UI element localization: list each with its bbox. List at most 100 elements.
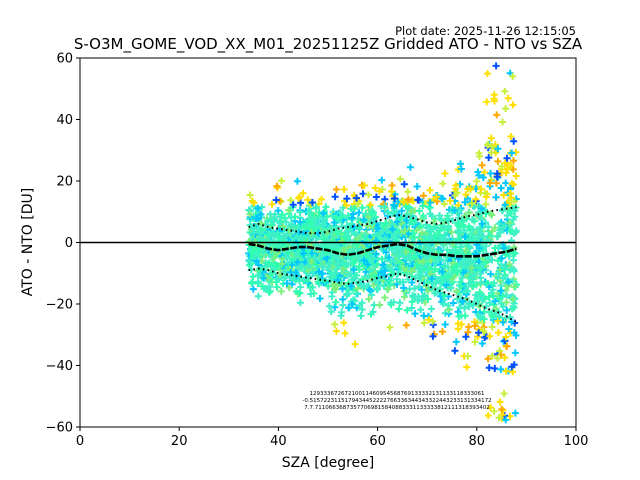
- scatter-point: [482, 200, 490, 208]
- scatter-point: [425, 224, 433, 232]
- scatter-point: [388, 182, 396, 189]
- scatter-point: [498, 293, 506, 301]
- scatter-point: [365, 191, 372, 199]
- chart-title: S-O3M_GOME_VOD_XX_M01_20251125Z Gridded …: [74, 35, 583, 54]
- scatter-point: [485, 154, 493, 162]
- scatter-point: [372, 250, 380, 258]
- scatter-point: [299, 189, 307, 197]
- scatter-point: [381, 234, 388, 242]
- scatter-point: [308, 219, 316, 227]
- x-tick-label: 20: [171, 434, 188, 449]
- scatter-point: [289, 201, 297, 209]
- scatter-point: [279, 222, 287, 230]
- mean-line: [248, 242, 517, 258]
- scatter-point: [478, 205, 486, 213]
- scatter-point: [314, 278, 322, 286]
- scatter-point: [374, 225, 381, 232]
- scatter-point: [272, 196, 280, 204]
- scatter-point: [373, 260, 381, 268]
- scatter-point: [324, 264, 332, 272]
- scatter-point: [475, 149, 483, 157]
- scatter-point: [387, 299, 395, 307]
- scatter-point: [352, 290, 360, 298]
- scatter-point: [402, 248, 410, 256]
- scatter-point: [432, 279, 440, 287]
- scatter-point: [441, 262, 449, 270]
- scatter-point: [489, 286, 497, 294]
- scatter-point: [300, 249, 308, 257]
- scatter-point: [340, 319, 348, 327]
- scatter-point: [395, 305, 403, 313]
- scatter-point: [396, 259, 404, 267]
- scatter-point: [463, 363, 471, 371]
- scatter-point: [471, 322, 479, 330]
- scatter-point: [247, 279, 255, 287]
- scatter-point: [457, 282, 465, 290]
- scatter-point: [428, 212, 436, 220]
- scatter-point: [291, 213, 299, 221]
- scatter-point: [370, 282, 378, 289]
- scatter-point: [382, 227, 390, 235]
- scatter-point: [471, 338, 479, 346]
- scatter-point: [263, 285, 270, 293]
- scatter-point: [499, 206, 507, 214]
- scatter-point: [340, 259, 347, 267]
- scatter-point: [503, 342, 511, 350]
- scatter-point: [265, 259, 273, 267]
- scatter-point: [468, 216, 476, 224]
- scatter-point: [318, 195, 325, 203]
- scatter-point: [467, 273, 475, 281]
- scatter-point: [494, 354, 502, 362]
- scatter-point: [428, 284, 436, 292]
- scatter-point: [388, 271, 396, 279]
- scatter-point: [482, 219, 489, 227]
- scatter-point: [420, 319, 428, 327]
- scatter-point: [477, 185, 485, 193]
- scatter-point: [331, 193, 339, 201]
- scatter-point: [287, 196, 295, 204]
- scatter-point: [488, 143, 496, 151]
- scatter-point: [413, 183, 421, 190]
- scatter-point: [467, 185, 474, 192]
- scatter-point: [274, 262, 282, 270]
- scatter-point: [510, 243, 518, 251]
- scatter-point: [492, 179, 500, 187]
- scatter-point: [484, 70, 491, 78]
- scatter-point: [432, 193, 440, 201]
- scatter-point: [461, 212, 469, 220]
- scatter-point: [305, 233, 313, 241]
- y-tick-label: 0: [65, 236, 73, 251]
- scatter-point: [444, 212, 451, 220]
- scatter-point: [372, 193, 380, 201]
- scatter-point: [499, 118, 506, 126]
- scatter-point: [285, 284, 293, 292]
- scatter-point: [482, 302, 490, 310]
- scatter-point: [484, 355, 492, 363]
- scatter-point: [502, 251, 509, 259]
- scatter-point: [491, 244, 499, 252]
- scatter-point: [505, 219, 513, 227]
- scatter-point: [487, 176, 495, 184]
- scatter-point: [288, 261, 296, 269]
- scatter-point: [484, 223, 492, 231]
- scatter-point: [509, 72, 517, 80]
- scatter-point: [510, 283, 518, 291]
- scatter-point: [259, 282, 266, 290]
- scatter-point: [406, 163, 414, 171]
- scatter-point: [481, 259, 489, 266]
- scatter-point: [318, 262, 326, 270]
- scatter-point: [331, 320, 339, 328]
- scatter-point: [502, 169, 510, 177]
- scatter-point: [510, 256, 517, 264]
- scatter-point: [436, 212, 444, 219]
- scatter-point: [308, 249, 316, 257]
- scatter-point: [371, 272, 378, 280]
- scatter-point: [452, 287, 460, 295]
- scatter-point: [388, 225, 396, 233]
- axis-ticks: 0 20 40 60 80 100 −60 −40 −20 0 20 40 60: [46, 52, 589, 450]
- scatter-point: [289, 255, 296, 263]
- scatter-point: [382, 219, 389, 227]
- scatter-point: [379, 261, 387, 269]
- y-tick-label: −60: [46, 421, 73, 436]
- scatter-point: [510, 265, 518, 273]
